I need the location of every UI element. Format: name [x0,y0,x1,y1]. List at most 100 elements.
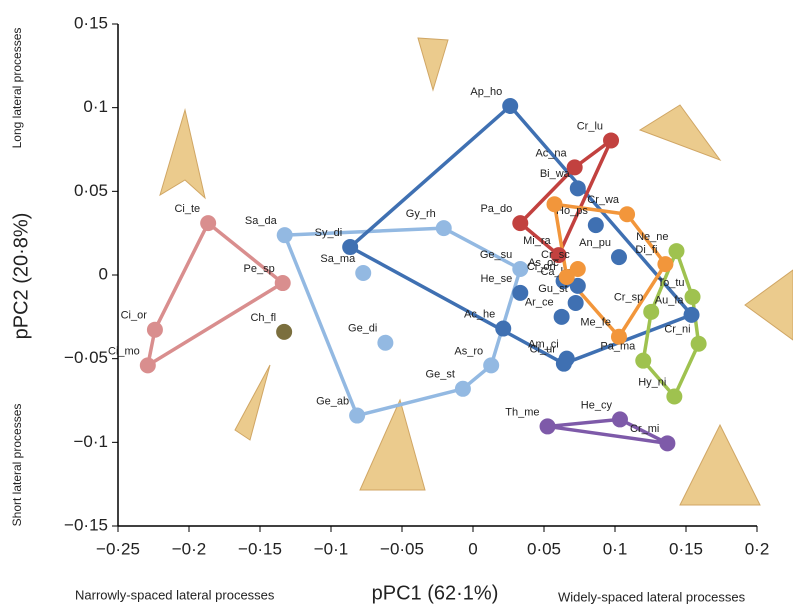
point [550,247,567,264]
y-tick-label: −0·05 [64,348,108,367]
point-label: Cr_mi [630,423,659,435]
point-label: Ge_su [480,249,512,261]
point-label: Ap_ho [470,86,502,98]
point [635,352,652,369]
point-label: Sy_di [315,227,343,239]
point [668,243,685,260]
point-label: Ac_he [464,308,495,320]
point-label: Gu_st [538,283,567,295]
point-label: Cr_wa [587,194,620,206]
y-tick-label: 0·15 [74,13,108,32]
point-label: Cr_sc [541,249,570,261]
y-tick-label: −0·1 [74,432,109,451]
y-tick-label: −0·15 [64,515,108,534]
point-label: Hy_ni [638,376,666,388]
group-hull [545,417,670,446]
point [666,388,683,405]
point [566,159,583,176]
specimen [679,423,761,506]
point [200,215,217,232]
point-label: He_se [480,273,512,285]
point [567,294,584,311]
point [483,357,500,374]
point-label: An_pu [579,237,611,249]
y-tick-label: 0·05 [74,181,108,200]
x-tick-label: −0·05 [380,539,424,558]
point-label: Ho_ps [556,205,588,217]
specimen [159,108,206,200]
point [274,275,291,292]
annotation: Long lateral processes [10,28,24,149]
x-axis-label: pPC1 (62·1%) [372,582,499,604]
point [495,320,512,337]
point [659,435,676,452]
point-label: Sa_da [245,215,278,227]
point-label: Bi_wa [540,168,571,180]
point-label: Pa_ma [600,341,636,353]
point [512,215,529,232]
point [603,132,620,149]
point-label: Me_fe [580,317,611,329]
point [342,239,359,256]
specimen [359,398,426,491]
point-label: To_tu [658,277,685,289]
point [539,418,556,435]
point [643,303,660,320]
group-hull [552,202,668,339]
x-tick-label: 0 [468,539,477,558]
point [690,335,707,352]
point-label: Pa_do [480,203,512,215]
point [502,97,519,114]
point [276,323,293,340]
point-label: Ci_mo [108,345,140,357]
point-label: Ci_or [121,310,148,322]
y-axis-label: pPC2 (20·8%) [10,213,32,340]
x-tick-label: −0·15 [238,539,282,558]
y-tick-label: 0 [99,264,108,283]
point-label: Ci_on [527,261,556,273]
point-label: Th_me [505,406,539,418]
point [146,321,163,338]
point-label: Ac_na [535,147,567,159]
point [377,334,394,351]
point [555,355,572,372]
point [569,277,586,294]
point [435,220,452,237]
point [587,217,604,234]
specimen-images [159,37,793,506]
point [512,260,529,277]
point [139,357,156,374]
point [355,264,372,281]
point-label: Cr_lu [577,120,603,132]
point-label: Ci_ur [530,344,557,356]
specimen [744,269,793,341]
point-label: Ch_fl [250,312,276,324]
point-label: Ge_ab [316,395,349,407]
point [684,288,701,305]
point [569,180,586,197]
point-label: Ge_st [426,369,455,381]
point-label: Pe_sp [244,263,275,275]
x-tick-label: 0·05 [527,539,561,558]
x-tick-label: −0·25 [96,539,140,558]
x-tick-label: 0·1 [603,539,628,558]
point-label: Di_fi [635,244,657,256]
point-label: He_cy [581,399,613,411]
x-tick-label: 0·2 [745,539,770,558]
point-label: Cr_sp [614,292,643,304]
point [657,256,674,273]
point [553,308,570,325]
x-tick-label: −0·1 [314,539,349,558]
point-label: Ci_te [174,203,200,215]
x-tick-label: −0·2 [172,539,207,558]
x-tick-label: 0·15 [669,539,703,558]
point [512,284,529,301]
point [610,328,627,345]
point [349,407,366,424]
point-label: Sa_ma [320,253,356,265]
annotation: Narrowly-spaced lateral processes [75,587,275,602]
point [610,249,627,266]
point-label: Ne_ne [636,231,668,243]
point [683,306,700,323]
